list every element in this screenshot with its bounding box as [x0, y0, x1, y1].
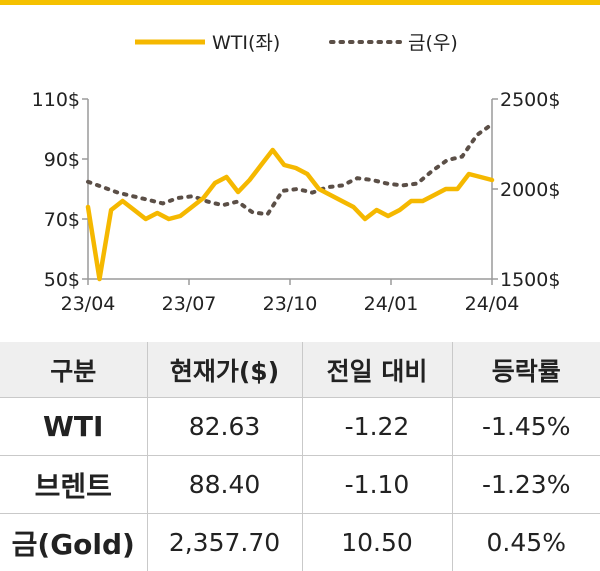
row-name: 금(Gold): [0, 514, 147, 571]
legend-wti-label: WTI(좌): [212, 32, 280, 54]
oil-gold-price-chart: WTI(좌) 금(우) 110$ 90$ 70$ 50$ 2500$ 2000$ 1500$…: [0, 0, 600, 340]
right-axis-tick-label: 2500$: [500, 89, 560, 111]
legend-gold-label: 금(우): [408, 32, 458, 54]
header-change: 전일 대비: [302, 342, 452, 398]
gold-line: [88, 124, 492, 214]
row-change: -1.22: [302, 398, 452, 456]
row-rate: 0.45%: [452, 514, 600, 571]
header-category: 구분: [0, 342, 147, 398]
x-axis-tick-label: 23/04: [61, 293, 116, 315]
table-header-row: 구분 현재가($) 전일 대비 등락률: [0, 342, 600, 398]
wti-series: [88, 150, 492, 279]
row-name: WTI: [0, 398, 147, 456]
gold-series: [88, 124, 492, 214]
row-price: 82.63: [147, 398, 302, 456]
chart-legend: WTI(좌) 금(우): [135, 32, 458, 54]
x-axis-tick-label: 24/01: [364, 293, 419, 315]
left-axis-tick-label: 110$: [32, 89, 80, 111]
row-rate: -1.23%: [452, 456, 600, 514]
row-rate: -1.45%: [452, 398, 600, 456]
row-change: 10.50: [302, 514, 452, 571]
right-axis-tick-label: 1500$: [500, 269, 560, 291]
left-axis-tick-label: 90$: [44, 149, 80, 171]
right-axis-tick-label: 2000$: [500, 179, 560, 201]
price-table: 구분 현재가($) 전일 대비 등락률 WTI 82.63 -1.22 -1.4…: [0, 342, 600, 571]
row-price: 2,357.70: [147, 514, 302, 571]
wti-line: [88, 150, 492, 279]
x-axis-tick-label: 23/10: [263, 293, 318, 315]
table-row: 브렌트 88.40 -1.10 -1.23%: [0, 456, 600, 514]
row-name: 브렌트: [0, 456, 147, 514]
left-axis-tick-label: 70$: [44, 209, 80, 231]
row-change: -1.10: [302, 456, 452, 514]
x-axis-tick-label: 24/04: [465, 293, 520, 315]
axis-labels: 110$ 90$ 70$ 50$ 2500$ 2000$ 1500$ 23/04 23/07 23…: [32, 89, 561, 315]
table-row: 금(Gold) 2,357.70 10.50 0.45%: [0, 514, 600, 571]
x-axis-tick-label: 23/07: [162, 293, 217, 315]
row-price: 88.40: [147, 456, 302, 514]
header-rate: 등락률: [452, 342, 600, 398]
left-axis-tick-label: 50$: [44, 269, 80, 291]
table-row: WTI 82.63 -1.22 -1.45%: [0, 398, 600, 456]
header-price: 현재가($): [147, 342, 302, 398]
